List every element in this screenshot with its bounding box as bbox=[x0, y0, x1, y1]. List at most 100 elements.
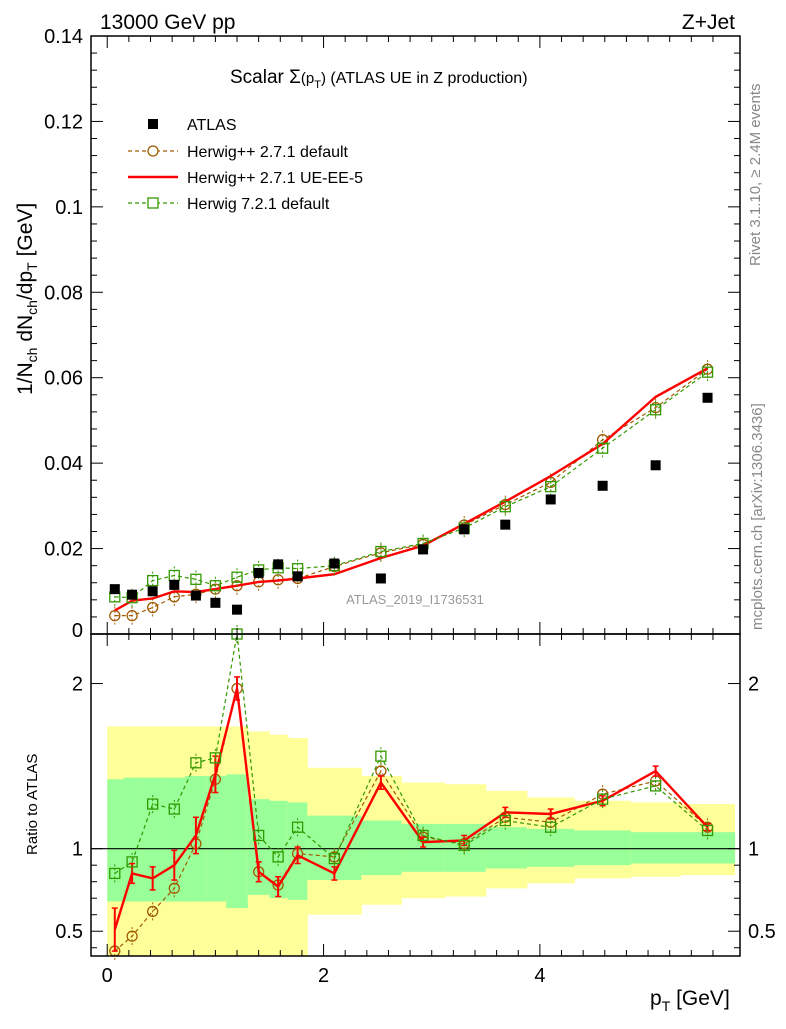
data-point bbox=[126, 609, 138, 622]
atlas-point bbox=[375, 573, 386, 584]
main-title: Scalar Σ(pT) (ATLAS UE in Z production) bbox=[230, 67, 528, 91]
green-band bbox=[485, 827, 528, 869]
data-point bbox=[209, 752, 222, 764]
main-title-close: ) bbox=[321, 70, 326, 87]
main-ylabel: 1/Nch dNch/dpT [GeV] bbox=[14, 203, 40, 395]
atlas-point bbox=[273, 559, 284, 570]
atlas-point bbox=[329, 558, 340, 569]
xtick-label: 2 bbox=[318, 965, 329, 987]
rivet-label: Rivet 3.1.10, ≥ 2.4M events bbox=[747, 84, 764, 267]
data-point bbox=[231, 571, 243, 583]
ratio-ylabel: Ratio to ATLAS bbox=[24, 754, 41, 855]
green-band bbox=[206, 776, 227, 902]
ratio-ytick-label: 2 bbox=[748, 674, 759, 696]
green-band bbox=[680, 832, 736, 864]
ratio-panel: 0.5 0.5 1 1 2 2 0 2 4 bbox=[55, 622, 776, 987]
main-title-sub: (p bbox=[301, 70, 314, 87]
mcplots-label: mcplots.cern.ch [arXiv:1306.3436] bbox=[749, 403, 766, 630]
data-point bbox=[253, 829, 265, 842]
main-ytick-label: 0.14 bbox=[44, 26, 83, 48]
atlas-point bbox=[597, 480, 608, 491]
legend-label: ATLAS bbox=[187, 117, 237, 134]
legend-marker bbox=[147, 197, 159, 209]
data-point bbox=[649, 404, 662, 416]
legend-marker bbox=[147, 145, 159, 157]
watermark: ATLAS_2019_I1736531 bbox=[346, 592, 484, 607]
data-point bbox=[596, 442, 609, 454]
x-axis-label: pT [GeV] bbox=[650, 987, 730, 1014]
svg-text:1/Nch dNch/dpT [GeV]: 1/Nch dNch/dpT [GeV] bbox=[14, 203, 40, 395]
atlas-point bbox=[127, 589, 138, 600]
ratio-ytick-label: 1 bbox=[72, 839, 83, 861]
ratio-ytick-label: 2 bbox=[72, 674, 83, 696]
atlas-point bbox=[210, 597, 221, 608]
data-point bbox=[701, 824, 714, 837]
green-band bbox=[444, 823, 487, 872]
main-title-subsub: T bbox=[314, 79, 321, 91]
green-band bbox=[226, 774, 249, 909]
legend: ATLAS Herwig++ 2.7.1 default Herwig++ 2.7.… bbox=[128, 117, 363, 213]
xtick-label: 4 bbox=[534, 965, 545, 987]
main-title-prefix: Scalar Σ bbox=[230, 67, 301, 88]
green-band bbox=[269, 800, 289, 899]
data-point bbox=[109, 609, 121, 622]
data-point bbox=[328, 852, 341, 865]
atlas-point bbox=[109, 584, 120, 595]
series-line bbox=[114, 368, 708, 617]
data-point bbox=[499, 501, 511, 513]
atlas-point bbox=[292, 571, 303, 582]
data-point bbox=[126, 930, 138, 942]
header-right: Z+Jet bbox=[682, 11, 735, 34]
green-band bbox=[574, 830, 632, 866]
data-point bbox=[701, 366, 714, 378]
data-point bbox=[168, 803, 180, 815]
green-band bbox=[107, 779, 124, 902]
legend-label: Herwig++ 2.7.1 UE-EE-5 bbox=[187, 170, 363, 187]
data-point bbox=[458, 839, 470, 852]
data-point bbox=[109, 867, 121, 880]
main-ytick-label: 0.06 bbox=[44, 368, 83, 390]
data-point bbox=[291, 821, 304, 833]
series-line bbox=[114, 371, 708, 599]
data-point bbox=[147, 574, 159, 587]
atlas-point bbox=[459, 524, 470, 535]
main-ytick-label: 0.02 bbox=[44, 539, 83, 561]
data-point bbox=[375, 545, 387, 558]
data-point bbox=[126, 856, 138, 868]
legend-label: Herwig 7.2.1 default bbox=[187, 196, 330, 213]
legend-label: Herwig++ 2.7.1 default bbox=[187, 144, 349, 161]
data-point bbox=[272, 851, 284, 863]
atlas-point bbox=[147, 586, 158, 597]
atlas-point bbox=[545, 494, 556, 505]
data-point bbox=[649, 780, 662, 792]
green-band bbox=[123, 777, 143, 902]
ratio-ytick-label: 0.5 bbox=[55, 921, 83, 943]
green-band bbox=[361, 820, 402, 876]
ratio-ytick-label: 0.5 bbox=[748, 921, 776, 943]
data-point bbox=[147, 905, 159, 918]
main-ytick-label: 0.1 bbox=[55, 197, 83, 219]
atlas-point bbox=[650, 460, 661, 471]
main-title-rest: (ATLAS UE in Z production) bbox=[326, 70, 528, 87]
main-ytick-label: 0 bbox=[72, 620, 83, 642]
header-left: 13000 GeV pp bbox=[100, 11, 235, 34]
ratio-frame bbox=[90, 633, 741, 957]
ratio-ytick-label: 1 bbox=[748, 839, 759, 861]
data-point bbox=[147, 601, 159, 614]
data-point bbox=[545, 821, 557, 833]
atlas-point bbox=[253, 567, 264, 578]
data-point bbox=[190, 757, 202, 769]
atlas-point bbox=[190, 590, 201, 601]
atlas-point bbox=[418, 544, 429, 555]
atlas-point bbox=[500, 519, 511, 530]
series-line bbox=[114, 367, 709, 612]
data-point bbox=[417, 829, 429, 842]
main-ytick-label: 0.12 bbox=[44, 111, 83, 133]
data-point bbox=[499, 814, 511, 827]
atlas-point bbox=[232, 604, 243, 615]
legend-marker bbox=[148, 119, 158, 129]
main-ytick-label: 0.08 bbox=[44, 282, 83, 304]
data-point bbox=[190, 573, 202, 585]
data-point bbox=[168, 882, 180, 894]
